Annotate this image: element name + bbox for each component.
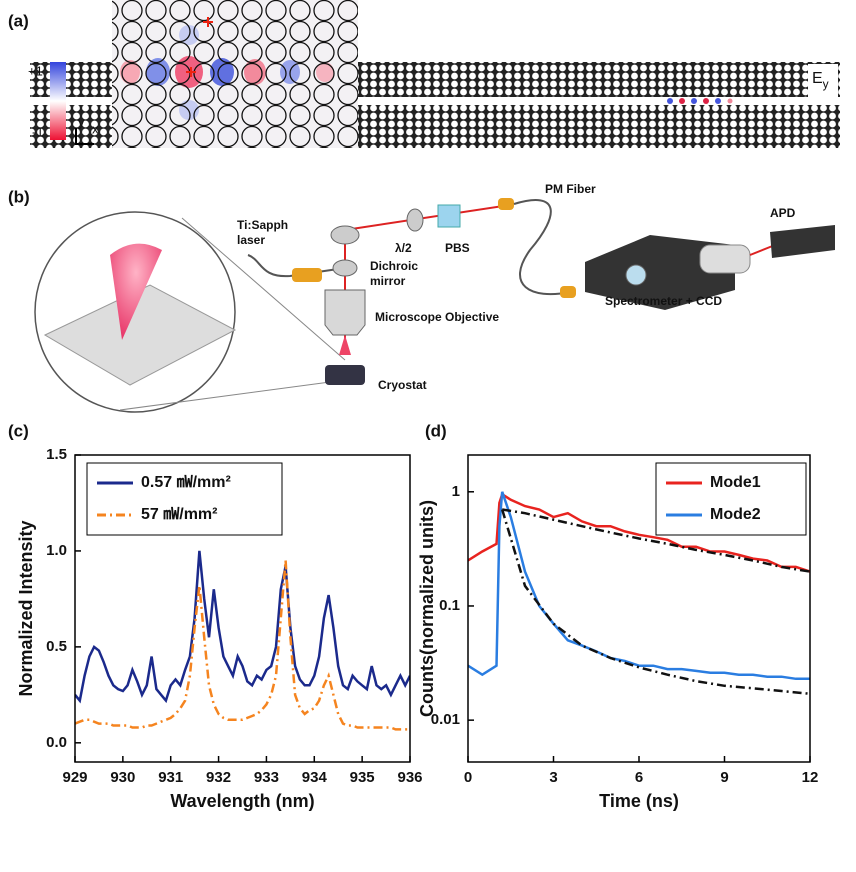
- dichroic: [332, 259, 358, 277]
- laser-cone: [110, 243, 162, 340]
- plot-frame: [467, 454, 811, 763]
- y-axis-label: Counts(normalized units): [417, 500, 437, 717]
- y-tick-label: 1.5: [46, 446, 67, 463]
- coupler: [292, 268, 322, 282]
- colorbar-label: -1: [32, 124, 44, 139]
- data-line: [501, 508, 810, 573]
- fiber: [247, 254, 346, 278]
- objective: [324, 289, 366, 336]
- axis-arrows: [75, 128, 94, 145]
- field-label: Ey: [812, 70, 829, 91]
- x-tick-label: 929: [62, 769, 87, 786]
- y-tick-label: 0.0: [46, 734, 67, 751]
- diagram-label: mirror: [370, 274, 406, 288]
- diagram-label: laser: [237, 233, 265, 247]
- x-tick-label: 932: [206, 769, 231, 786]
- axis-label: x: [92, 121, 99, 136]
- data-line: [75, 560, 410, 731]
- beam: [344, 204, 511, 231]
- data-line: [468, 491, 810, 681]
- coupler: [560, 286, 576, 298]
- diagram-label: APD: [770, 206, 796, 220]
- pbs: [437, 204, 461, 228]
- diagram-label: PBS: [445, 241, 470, 255]
- x-tick-label: 934: [302, 769, 328, 786]
- waveguide: [30, 97, 840, 105]
- panel-label: (c): [8, 421, 29, 440]
- diagram-label: Microscope Objective: [375, 310, 499, 324]
- cryostat: [325, 365, 365, 385]
- axis-label: y: [78, 114, 85, 129]
- data-line: [75, 550, 410, 704]
- waveplate: [406, 208, 424, 232]
- data-line: [501, 509, 810, 696]
- fiber: [513, 199, 571, 296]
- y-axis-label: Normalized Intensity: [16, 520, 36, 696]
- spectrometer: [585, 235, 735, 310]
- legend-label: 0.57 ㎽/mm²: [141, 474, 231, 491]
- diagram-label: Cryostat: [378, 378, 427, 392]
- colorbar-label: +1: [28, 63, 43, 78]
- legend-label: 57 ㎽/mm²: [141, 506, 217, 523]
- panel-a: (a) +1 -1 y x Ey: [8, 0, 840, 148]
- zoom-line: [181, 217, 346, 361]
- y-tick-label: 0.1: [439, 597, 460, 614]
- x-tick-label: 936: [397, 769, 422, 786]
- plot-frame: [74, 454, 411, 763]
- y-tick-label: 0.01: [431, 711, 460, 728]
- x-axis-label: Wavelength (nm): [170, 791, 314, 811]
- x-tick-label: 931: [158, 769, 183, 786]
- x-tick-label: 933: [254, 769, 279, 786]
- diagram-label: PM Fiber: [545, 182, 596, 196]
- field-box: [808, 64, 838, 100]
- diagram-label: Ti:Sapph: [237, 218, 288, 232]
- charts: (c)929 930 931 932 933 934 935 9360.00.51.01.5W…: [8, 421, 818, 810]
- x-tick-label: 9: [720, 769, 728, 786]
- y-tick-label: 1: [452, 483, 460, 500]
- panel-label: (b): [8, 187, 30, 206]
- apd: [770, 225, 835, 258]
- legend-label: Mode2: [710, 506, 761, 523]
- y-tick-label: 1.0: [46, 542, 67, 559]
- zoom-line: [119, 379, 346, 411]
- panel-label: (d): [425, 421, 447, 440]
- x-axis-label: Time (ns): [599, 791, 679, 811]
- mirror: [330, 225, 360, 245]
- mode-profile: [667, 98, 733, 104]
- x-tick-label: 935: [350, 769, 375, 786]
- legend-box: [86, 462, 283, 536]
- legend-box: [655, 462, 807, 536]
- legend-label: Mode1: [710, 474, 761, 491]
- x-tick-label: 0: [464, 769, 472, 786]
- diagram-label: λ/2: [395, 241, 412, 255]
- beam: [749, 244, 776, 256]
- diagram-label: Dichroic: [370, 259, 418, 273]
- focus: [339, 335, 351, 355]
- x-tick-label: 6: [635, 769, 643, 786]
- panel-label: (a): [8, 11, 29, 30]
- diagram-label: Spectrometer + CCD: [605, 294, 722, 308]
- coupler: [498, 198, 514, 210]
- sample: [43, 284, 237, 386]
- x-tick-label: 3: [549, 769, 557, 786]
- x-tick-label: 12: [802, 769, 819, 786]
- y-tick-label: 0.5: [46, 638, 67, 655]
- inset-field: [112, 0, 358, 148]
- data-line: [468, 492, 810, 573]
- port: [625, 264, 647, 286]
- colorbar: [50, 62, 66, 140]
- ccd: [699, 244, 751, 274]
- x-tick-label: 930: [110, 769, 135, 786]
